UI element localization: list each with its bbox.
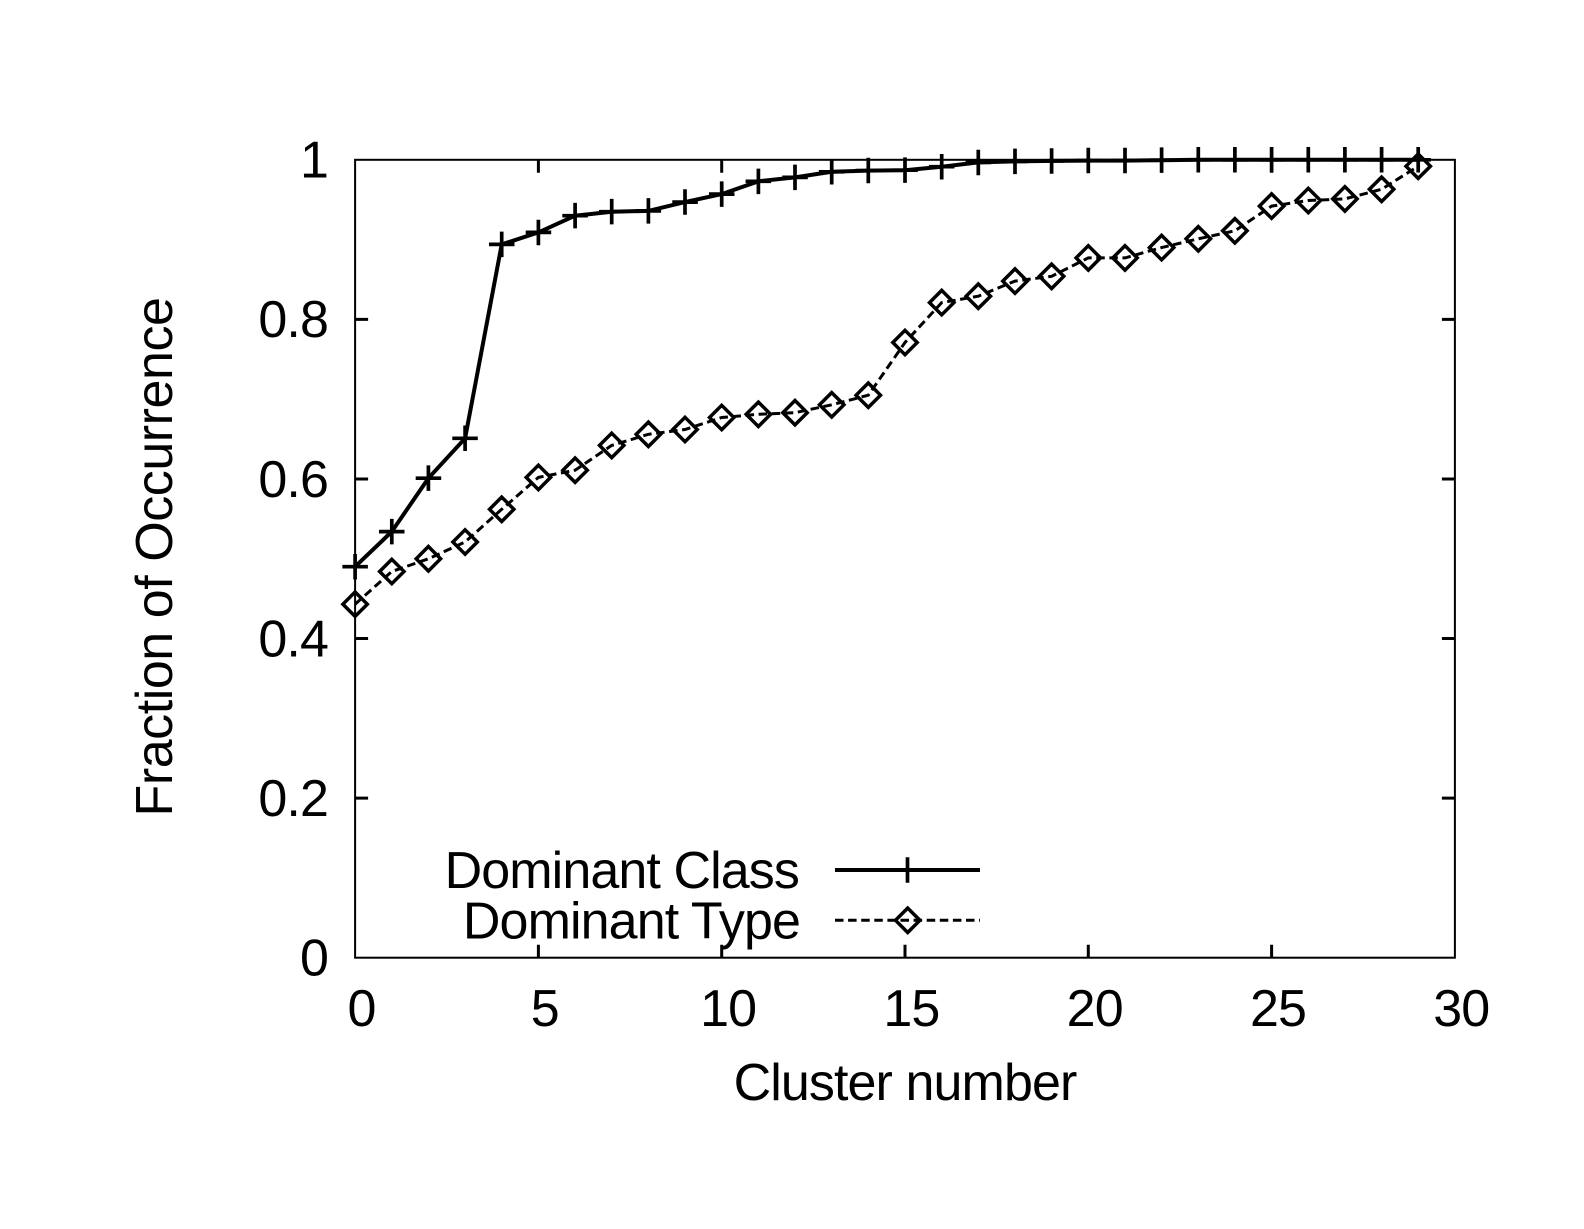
svg-text:Dominant Class: Dominant Class	[445, 842, 799, 900]
svg-text:1: 1	[300, 132, 328, 190]
svg-text:10: 10	[700, 980, 756, 1038]
svg-text:0: 0	[300, 930, 328, 988]
svg-text:Cluster number: Cluster number	[734, 1054, 1077, 1112]
svg-text:15: 15	[883, 980, 939, 1038]
svg-text:20: 20	[1067, 980, 1123, 1038]
svg-text:0.4: 0.4	[258, 610, 328, 668]
svg-text:0: 0	[347, 980, 375, 1038]
svg-text:Fraction of Occurrence: Fraction of Occurrence	[126, 298, 184, 817]
svg-text:0.2: 0.2	[258, 770, 328, 828]
svg-text:25: 25	[1250, 980, 1306, 1038]
svg-text:5: 5	[531, 980, 559, 1038]
svg-text:0.6: 0.6	[258, 451, 328, 509]
svg-text:0.8: 0.8	[258, 291, 328, 349]
svg-text:Dominant Type: Dominant Type	[463, 893, 800, 951]
svg-text:30: 30	[1433, 980, 1489, 1038]
